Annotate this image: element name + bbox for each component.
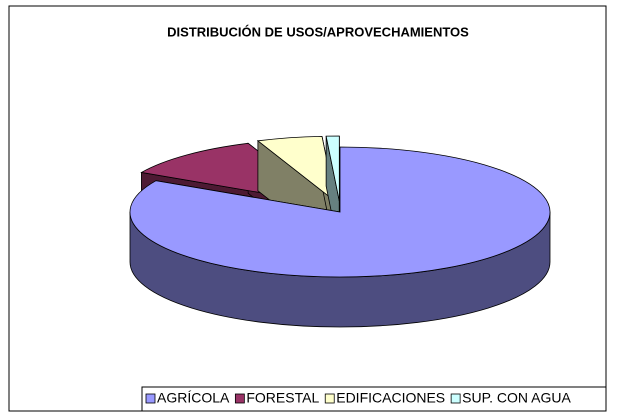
chart-title: DISTRIBUCIÓN DE USOS/APROVECHAMIENTOS	[167, 24, 469, 39]
legend-label: EDIFICACIONES	[336, 390, 445, 406]
legend-swatch	[324, 393, 335, 404]
slice-top	[256, 135, 336, 203]
legend-swatch	[234, 393, 245, 404]
legend-swatch	[145, 393, 156, 404]
slice-top	[325, 135, 340, 202]
legend-box	[141, 386, 607, 412]
pie	[129, 135, 551, 328]
legend-label: AGRÍCOLA	[157, 390, 230, 406]
pie-slice	[129, 146, 551, 328]
slice-top	[129, 146, 551, 278]
legend: AGRÍCOLA FORESTAL EDIFICACIONES SUP. CON AG…	[145, 390, 571, 406]
legend-swatch	[450, 393, 461, 404]
legend-label: FORESTAL	[246, 390, 319, 406]
legend-label: SUP. CON AGUA	[462, 390, 571, 406]
